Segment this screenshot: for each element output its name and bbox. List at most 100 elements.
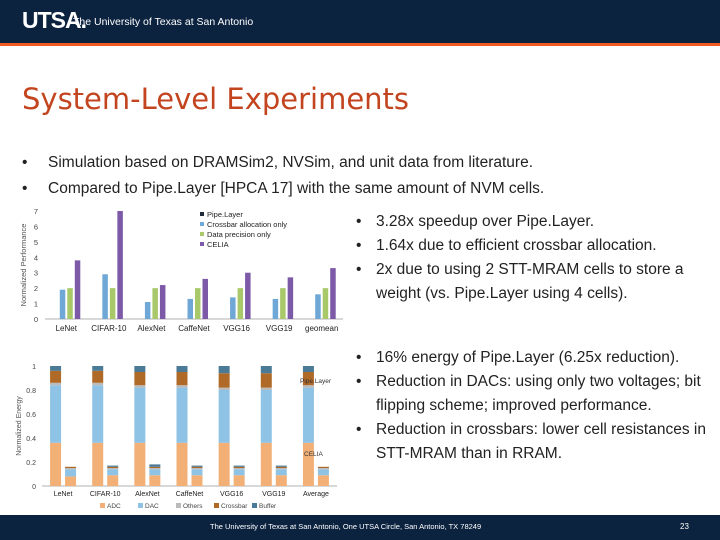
legend-label: DAC <box>145 503 159 510</box>
bar-crossbar-allocation-only <box>187 298 193 319</box>
legend-swatch <box>138 503 143 508</box>
segment-dac <box>134 387 146 443</box>
segment-buffer <box>260 366 272 374</box>
segment-crossbar <box>302 372 314 386</box>
y-tick-label: 0 <box>32 484 36 491</box>
legend-label: Data precision only <box>207 230 271 239</box>
bar-celia <box>202 278 208 319</box>
segment-crossbar <box>176 372 188 386</box>
segment-dac <box>92 385 104 443</box>
segment-crossbar <box>134 372 146 386</box>
bar-data-precision-only <box>109 288 116 319</box>
segment-adc <box>65 476 77 486</box>
segment-crossbar <box>233 466 245 468</box>
x-tick-label: CaffeNet <box>178 324 210 333</box>
segment-others <box>233 468 245 470</box>
legend-label: Crossbar allocation only <box>207 220 287 229</box>
segment-dac <box>260 390 272 443</box>
y-tick-label: 6 <box>34 222 38 231</box>
energy-bullet-list: 16% energy of Pipe.Layer (6.25x reductio… <box>356 346 720 466</box>
segment-crossbar <box>191 466 203 468</box>
segment-adc <box>218 442 230 486</box>
bullet-item: Reduction in crossbars: lower cell resis… <box>356 418 720 466</box>
segment-adc <box>260 442 272 486</box>
header-bar: UTSA. The University of Texas at San Ant… <box>0 0 720 43</box>
annotation-celia: CELIA <box>304 451 323 458</box>
segment-others <box>176 385 188 388</box>
segment-others <box>134 385 146 388</box>
segment-dac <box>107 469 119 476</box>
segment-adc <box>149 475 161 486</box>
x-tick-label: geomean <box>305 324 338 333</box>
x-tick-label: CaffeNet <box>176 491 204 498</box>
bar-data-precision-only <box>195 288 201 319</box>
segment-adc <box>107 475 119 486</box>
y-tick-label: 7 <box>34 207 38 216</box>
bullet-item: 2x due to using 2 STT-MRAM cells to stor… <box>356 258 720 306</box>
segment-adc <box>317 475 329 486</box>
legend-swatch <box>252 503 257 508</box>
bar-celia <box>287 277 294 319</box>
segment-crossbar <box>275 466 287 468</box>
segment-others <box>65 468 77 470</box>
segment-others <box>260 387 272 390</box>
legend-swatch <box>100 503 105 508</box>
bar-data-precision-only <box>322 288 329 319</box>
segment-others <box>302 385 314 388</box>
segment-dac <box>275 469 287 476</box>
bar-celia <box>117 211 123 319</box>
x-tick-label: VGG16 <box>220 491 243 498</box>
segment-adc <box>134 442 146 486</box>
bar-crossbar-allocation-only <box>230 297 236 319</box>
segment-dac <box>218 390 230 443</box>
x-tick-label: VGG16 <box>223 324 250 333</box>
segment-buffer <box>275 465 287 467</box>
bar-crossbar-allocation-only <box>315 294 321 319</box>
segment-others <box>218 387 230 390</box>
y-tick-label: 3 <box>34 269 38 278</box>
bar-crossbar-allocation-only <box>59 289 66 319</box>
university-name: The University of Texas at San Antonio <box>73 16 254 28</box>
segment-crossbar <box>218 373 230 388</box>
x-tick-label: AlexNet <box>137 324 166 333</box>
segment-crossbar <box>65 466 77 468</box>
x-tick-label: CIFAR-10 <box>90 491 121 498</box>
segment-dac <box>149 469 161 476</box>
segment-others <box>275 468 287 470</box>
segment-crossbar <box>317 466 329 468</box>
y-tick-label: 4 <box>34 253 38 262</box>
segment-buffer <box>176 366 188 372</box>
segment-others <box>149 468 161 470</box>
y-tick-label: 0.2 <box>26 460 36 467</box>
y-tick-label: 5 <box>34 238 38 247</box>
y-tick-label: 0.6 <box>26 412 36 419</box>
x-tick-label: VGG19 <box>262 491 285 498</box>
segment-others <box>191 468 203 470</box>
bullet-item: Reduction in DACs: using only two voltag… <box>356 370 720 418</box>
segment-dac <box>65 469 77 477</box>
y-tick-label: 0 <box>34 315 38 324</box>
segment-dac <box>317 469 329 476</box>
performance-bullet-list: 3.28x speedup over Pipe.Layer. 1.64x due… <box>356 210 720 306</box>
segment-adc <box>302 442 314 486</box>
y-axis-label: Normalized Performance <box>19 224 28 307</box>
utsa-logo: UTSA. <box>22 7 87 33</box>
y-tick-label: 2 <box>34 284 38 293</box>
x-tick-label: CIFAR-10 <box>91 324 127 333</box>
segment-adc <box>233 475 245 486</box>
bar-crossbar-allocation-only <box>102 274 108 319</box>
legend-swatch <box>214 503 219 508</box>
legend-swatch <box>200 242 204 246</box>
x-tick-label: VGG19 <box>266 324 293 333</box>
legend-label: Crossbar <box>221 503 248 510</box>
bar-crossbar-allocation-only <box>272 298 279 319</box>
bar-data-precision-only <box>237 288 244 319</box>
x-tick-label: Average <box>303 491 329 498</box>
segment-adc <box>191 475 203 486</box>
segment-crossbar <box>50 370 62 383</box>
slide-title: System-Level Experiments <box>22 82 410 116</box>
bar-celia <box>330 268 336 319</box>
segment-adc <box>275 475 287 486</box>
x-tick-label: LeNet <box>56 324 78 333</box>
y-tick-label: 1 <box>34 300 38 309</box>
